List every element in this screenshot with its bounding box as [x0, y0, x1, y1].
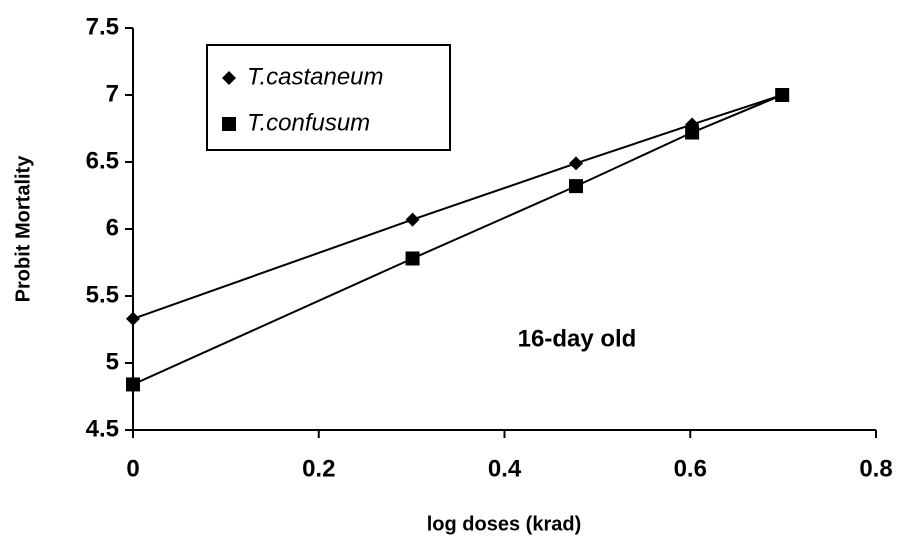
- legend-marker: [222, 71, 236, 85]
- legend-box: [206, 44, 451, 151]
- y-tick-label: 7.5: [86, 13, 119, 40]
- x-tick-label: 0: [126, 455, 139, 482]
- marker: [569, 156, 584, 171]
- y-tick-label: 5.5: [86, 281, 119, 308]
- y-tick-label: 4.5: [86, 415, 119, 442]
- legend-marker: [222, 117, 236, 131]
- x-axis-label: log doses (krad): [427, 513, 581, 535]
- marker: [775, 88, 790, 102]
- marker: [405, 251, 420, 266]
- y-tick-label: 7: [106, 80, 119, 107]
- x-tick-label: 0.4: [488, 455, 522, 482]
- series-line: [132, 94, 783, 386]
- y-tick-label: 6.5: [86, 147, 119, 174]
- marker: [685, 125, 700, 140]
- legend-label: T.castaneum: [247, 63, 384, 90]
- marker: [405, 212, 420, 227]
- marker: [126, 377, 140, 392]
- annotation: 16-day old: [518, 325, 637, 352]
- y-tick-label: 6: [106, 214, 119, 241]
- x-tick-label: 0.2: [302, 455, 335, 482]
- marker: [569, 179, 584, 194]
- x-tick-label: 0.6: [674, 455, 707, 482]
- marker: [126, 311, 140, 326]
- x-tick-label: 0.8: [859, 455, 892, 482]
- y-tick-label: 5: [106, 348, 119, 375]
- legend-label: T.confusum: [247, 109, 370, 136]
- y-axis-label: Probit Mortality: [12, 155, 34, 303]
